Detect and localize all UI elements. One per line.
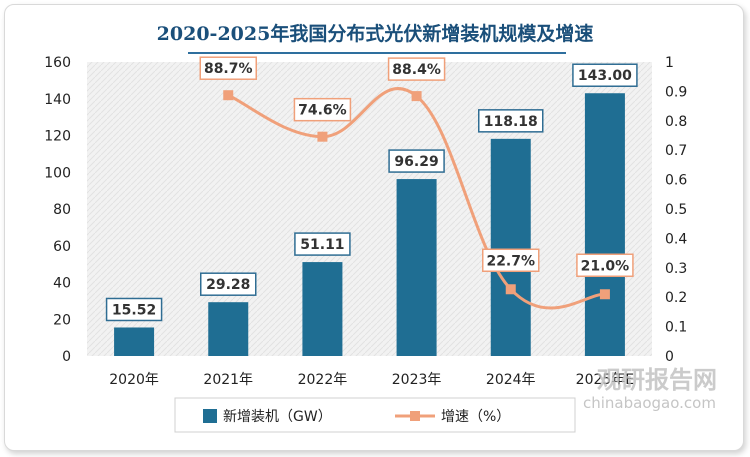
right-tick-label: 0.8	[665, 114, 687, 130]
left-tick-label: 60	[53, 239, 71, 255]
rate-label-box-5	[576, 253, 634, 278]
rate-label-box-4	[482, 248, 540, 273]
left-tick-label: 160	[44, 55, 71, 71]
left-tick-label: 120	[44, 129, 71, 145]
bar-value-label: 96.29	[394, 154, 438, 170]
right-tick-label: 1	[665, 55, 674, 71]
bar-value-label: 143.00	[578, 68, 632, 84]
bar-labels: 15.52 29.28 51.11 96.29 118.18 143.00	[105, 63, 638, 322]
chart-frame: 2020-2025年我国分布式光伏新增装机规模及增速 0 20 40 60 80 100 1…	[4, 4, 744, 451]
left-tick-label: 80	[53, 202, 71, 218]
chart-title: 2020-2025年我国分布式光伏新增装机规模及增速	[156, 23, 594, 45]
right-tick-label: 0.7	[665, 143, 687, 159]
left-tick-label: 40	[53, 276, 71, 292]
x-tick-label: 2021年	[203, 372, 253, 388]
right-tick-label: 0.6	[665, 173, 687, 189]
right-tick-label: 0.1	[665, 320, 687, 336]
legend-label-bar: 新增装机（GW）	[223, 409, 332, 425]
rate-value-label: 22.7%	[486, 253, 535, 269]
left-tick-label: 0	[62, 349, 71, 365]
rate-label-box-2	[293, 97, 352, 122]
x-tick-label: 2024年	[486, 372, 536, 388]
bar-0	[114, 327, 155, 356]
watermark: 观研报告网 chinabaogao.com	[583, 366, 717, 412]
growth-point-1	[223, 90, 234, 101]
legend-swatch-marker	[410, 411, 420, 421]
x-tick-label: 2023年	[392, 372, 442, 388]
growth-point-4	[505, 284, 516, 295]
bar-label-box-2	[294, 232, 351, 256]
legend-label-line: 增速（%）	[441, 409, 510, 425]
rate-label-box-1	[199, 56, 257, 80]
chart-svg: 0 20 40 60 80 100 120 140 160 0 0.1 0.2 0.3 0.4 0.5 0.…	[44, 55, 717, 433]
bar-2	[302, 262, 343, 356]
x-tick-label: 2020年	[109, 372, 159, 388]
bar-label-box-1	[200, 272, 257, 296]
right-tick-label: 0.2	[665, 290, 687, 306]
x-tick-label: 2025年E	[576, 372, 634, 388]
bar-value-label: 118.18	[484, 114, 538, 130]
rate-labels: 88.7% 74.6% 88.4% 22.7% 21.0%	[199, 56, 634, 278]
watermark-cn: 观研报告网	[597, 366, 717, 394]
bar-value-label: 51.11	[300, 237, 344, 253]
growth-point-3	[411, 91, 422, 102]
bar-value-label: 15.52	[112, 302, 156, 318]
right-tick-label: 0.4	[665, 231, 687, 247]
x-tick-label: 2022年	[298, 372, 348, 388]
left-axis-ticks: 0 20 40 60 80 100 120 140 160	[44, 55, 71, 365]
growth-point-2	[317, 131, 328, 142]
rate-value-label: 88.4%	[392, 62, 441, 78]
bar-label-box-4	[478, 109, 544, 133]
right-tick-label: 0.9	[665, 84, 687, 100]
bar-1	[208, 302, 249, 356]
left-tick-label: 20	[53, 312, 71, 328]
line-series	[223, 87, 610, 310]
growth-line	[227, 87, 605, 310]
right-tick-label: 0	[665, 349, 674, 365]
title-underline	[188, 52, 566, 54]
left-tick-label: 100	[44, 165, 71, 181]
bar-series	[114, 93, 625, 357]
x-axis-ticks: 2020年 2021年 2022年 2023年 2024年 2025年E	[109, 372, 634, 388]
right-axis-ticks: 0 0.1 0.2 0.3 0.4 0.5 0.6 0.7 0.8 0.9 1	[665, 55, 687, 365]
legend-swatch-bar	[203, 409, 217, 423]
left-tick-label: 140	[44, 92, 71, 108]
bar-label-box-3	[388, 149, 445, 173]
bar-4	[490, 138, 531, 356]
bar-label-box-5	[572, 63, 638, 87]
right-tick-label: 0.3	[665, 261, 687, 277]
rate-value-label: 21.0%	[581, 258, 630, 274]
right-tick-label: 0.5	[665, 202, 687, 218]
rate-value-label: 88.7%	[204, 61, 253, 77]
rate-value-label: 74.6%	[298, 103, 347, 119]
bar-value-label: 29.28	[206, 277, 250, 293]
bar-5	[584, 93, 625, 357]
growth-point-5	[599, 289, 610, 300]
rate-label-box-3	[387, 57, 446, 81]
bar-3	[396, 179, 437, 356]
watermark-en: chinabaogao.com	[583, 394, 716, 412]
bar-label-box-0	[105, 297, 163, 322]
legend: 新增装机（GW） 增速（%）	[174, 397, 576, 433]
